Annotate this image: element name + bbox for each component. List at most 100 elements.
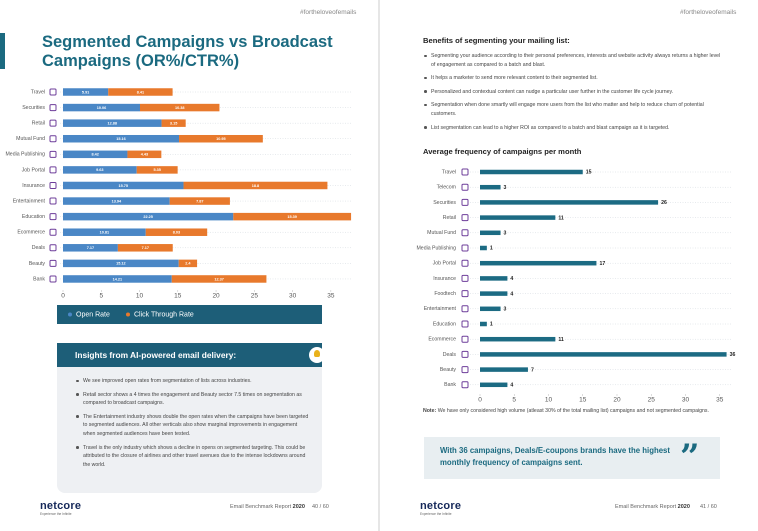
bar — [480, 184, 501, 190]
logo: netcore — [420, 500, 462, 512]
value-label: 4 — [510, 276, 513, 282]
value-label: 4 — [510, 382, 513, 388]
bullet: The Entertainment industry shows double … — [75, 413, 310, 439]
category-label: Beauty — [440, 367, 457, 373]
hashtag: #fortheloveofemails — [680, 9, 737, 16]
category-icon — [461, 274, 469, 282]
category-icon — [461, 320, 469, 328]
bar-segment — [139, 103, 220, 112]
value-label: 9.63 — [96, 168, 103, 172]
bar — [480, 321, 487, 327]
bullet: We see improved open rates from segmenta… — [75, 377, 310, 386]
page-gutter — [378, 0, 380, 531]
note-text: We have only considered high volume (atl… — [437, 408, 709, 414]
note-label: Note: — [423, 408, 437, 414]
category-icon — [461, 198, 469, 206]
bar-segment — [233, 212, 352, 221]
value-label: 11 — [558, 337, 564, 343]
note: Note: We have only considered high volum… — [423, 407, 713, 416]
category-label: Securities — [433, 200, 456, 206]
bar-segment — [63, 166, 137, 174]
category-label: Ecommerce — [428, 337, 456, 343]
category-icon — [461, 229, 469, 237]
category-label: Bank — [33, 276, 45, 282]
category-label: Bank — [444, 382, 456, 388]
x-tick-label: 0 — [478, 397, 482, 404]
value-label: 5.91 — [82, 90, 89, 94]
bar — [480, 291, 508, 296]
category-label: Media Publishing — [5, 152, 45, 158]
bar-segment — [63, 228, 146, 236]
category-icon — [49, 166, 57, 174]
bar-segment — [63, 103, 140, 112]
category-icon — [461, 350, 469, 358]
value-label: 8.41 — [137, 90, 144, 94]
value-label: 4 — [510, 291, 513, 297]
category-icon — [49, 197, 57, 205]
category-icon — [461, 335, 469, 343]
bar-segment — [161, 119, 186, 127]
value-label: 18.8 — [252, 184, 259, 188]
category-label: Job Portal — [22, 167, 45, 173]
bar — [480, 336, 556, 342]
value-label: 7 — [531, 367, 534, 373]
value-label: 15.12 — [116, 262, 126, 266]
chart-title: Average frequency of campaigns per month — [423, 147, 582, 156]
category-label: Foodtech — [434, 291, 456, 297]
hashtag: #fortheloveofemails — [300, 9, 357, 16]
value-label: 4.43 — [141, 153, 148, 157]
category-label: Mutual Fund — [427, 230, 456, 236]
footer-logo: netcore Experience the Infinite — [40, 500, 81, 516]
category-icon — [461, 366, 469, 374]
bar-segment — [108, 88, 173, 96]
page-number: 40 / 60 — [312, 504, 329, 510]
title-accent — [0, 33, 5, 69]
bar-segment — [169, 197, 230, 205]
bullet: List segmentation can lead to a higher R… — [423, 124, 723, 133]
legend-swatch — [126, 312, 130, 317]
bar — [480, 382, 508, 388]
report-name: Email Benchmark Report — [230, 504, 292, 510]
x-tick-label: 15 — [174, 293, 182, 300]
footer-logo: netcore Experience the Infinite — [420, 500, 461, 516]
legend-box — [57, 305, 322, 324]
x-tick-label: 35 — [327, 293, 335, 300]
category-label: Retail — [32, 121, 45, 127]
value-label: 15.39 — [287, 215, 297, 219]
x-tick-label: 0 — [61, 293, 65, 300]
value-label: 14.21 — [113, 277, 123, 281]
bar-segment — [63, 134, 180, 143]
page-title: Segmented Campaigns vs Broadcast Campaig… — [42, 33, 333, 70]
bullet: Segmenting your audience according to th… — [423, 52, 723, 69]
x-tick-label: 20 — [613, 397, 621, 404]
report-name: Email Benchmark Report — [615, 504, 677, 510]
bar — [480, 245, 487, 251]
bar-segment — [171, 275, 267, 283]
value-label: 7.17 — [87, 246, 94, 250]
category-label: Travel — [31, 89, 45, 95]
category-label: Travel — [442, 169, 456, 175]
bullet: Retail sector shows a 4 times the engage… — [75, 391, 310, 408]
bar — [480, 352, 727, 357]
category-icon — [461, 168, 469, 176]
category-label: Media Publishing — [416, 245, 456, 251]
category-icon — [461, 244, 469, 252]
category-icon — [461, 214, 469, 222]
insights-box — [57, 343, 322, 493]
category-label: Securities — [22, 105, 45, 111]
category-label: Insurance — [22, 183, 45, 189]
report-year: 2020 — [677, 504, 690, 510]
bar — [480, 306, 501, 312]
bar — [480, 169, 583, 175]
value-label: 3 — [504, 185, 507, 191]
tagline: Experience the Infinite — [420, 512, 452, 516]
bulb-icon — [309, 347, 325, 363]
bar — [480, 200, 659, 205]
value-label: 26 — [661, 200, 667, 206]
bullet: Personalized and contextual content can … — [423, 88, 723, 97]
category-icon — [461, 381, 469, 389]
bar-segment — [63, 181, 184, 190]
value-label: 15.75 — [119, 184, 129, 188]
category-label: Mutual Fund — [16, 136, 45, 142]
